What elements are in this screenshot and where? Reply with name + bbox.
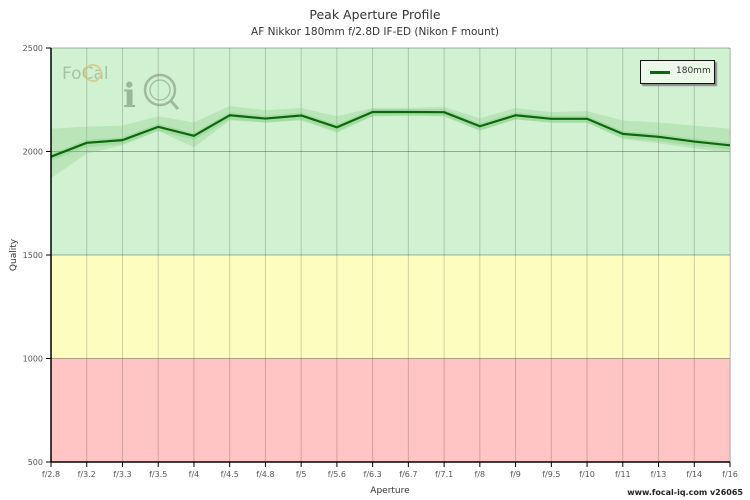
x-tick-label: f/13 bbox=[651, 470, 667, 479]
x-axis-title: Aperture bbox=[370, 486, 410, 496]
chart-title: Peak Aperture Profile bbox=[309, 7, 441, 22]
watermark-magnifier-icon bbox=[143, 73, 177, 107]
footer-credit: www.focal-iq.com v26065 bbox=[627, 488, 743, 497]
zone-poor bbox=[51, 358, 730, 462]
legend: 180mm bbox=[640, 60, 715, 84]
y-tick-label: 1000 bbox=[23, 355, 43, 364]
x-tick-label: f/16 bbox=[722, 470, 738, 479]
watermark-i-letter: i bbox=[123, 76, 136, 116]
watermark-lens-ring-icon bbox=[84, 64, 102, 82]
x-tick-label: f/3.3 bbox=[113, 470, 131, 479]
y-tick-label: 2000 bbox=[23, 148, 43, 157]
zone-good bbox=[51, 48, 730, 255]
y-tick-label: 500 bbox=[28, 458, 43, 467]
x-tick-label: f/3.5 bbox=[149, 470, 167, 479]
x-tick-label: f/4.8 bbox=[256, 470, 274, 479]
x-tick-label: f/6.3 bbox=[364, 470, 382, 479]
x-tick-label: f/9.5 bbox=[542, 470, 560, 479]
x-tick-label: f/2.8 bbox=[42, 470, 60, 479]
x-tick-label: f/4.5 bbox=[221, 470, 239, 479]
zone-fair bbox=[51, 255, 730, 359]
x-tick-label: f/8 bbox=[475, 470, 486, 479]
x-tick-label: f/5.6 bbox=[328, 470, 346, 479]
y-axis-title: Quality bbox=[9, 238, 19, 271]
series-line-180mm bbox=[50, 110, 731, 158]
legend-swatch-180mm bbox=[650, 71, 670, 74]
x-tick-label: f/6.7 bbox=[399, 470, 417, 479]
y-tick-label: 2500 bbox=[23, 44, 43, 53]
x-tick-label: f/9 bbox=[510, 470, 521, 479]
x-tick-label: f/4 bbox=[189, 470, 200, 479]
x-tick-label: f/10 bbox=[579, 470, 595, 479]
x-tick-label: f/5 bbox=[296, 470, 307, 479]
quality-zones bbox=[51, 48, 730, 462]
x-axis-ticks: f/2.8 f/3.2 f/3.3 f/3.5 f/4 f/4.5 f/4.8 f/5 f/5.… bbox=[42, 462, 738, 479]
confidence-band bbox=[51, 105, 730, 179]
y-axis-ticks: 500 1000 1500 2000 2500 bbox=[23, 44, 51, 467]
x-tick-label: f/11 bbox=[615, 470, 631, 479]
focal-iq-watermark: FoCal i bbox=[62, 64, 180, 116]
legend-label-180mm: 180mm bbox=[676, 66, 711, 76]
x-tick-label: f/14 bbox=[686, 470, 702, 479]
x-tick-label: f/7.1 bbox=[435, 470, 453, 479]
x-tick-label: f/3.2 bbox=[78, 470, 96, 479]
chart-subtitle: AF Nikkor 180mm f/2.8D IF-ED (Nikon F mo… bbox=[251, 26, 499, 38]
y-tick-label: 1500 bbox=[23, 251, 43, 260]
